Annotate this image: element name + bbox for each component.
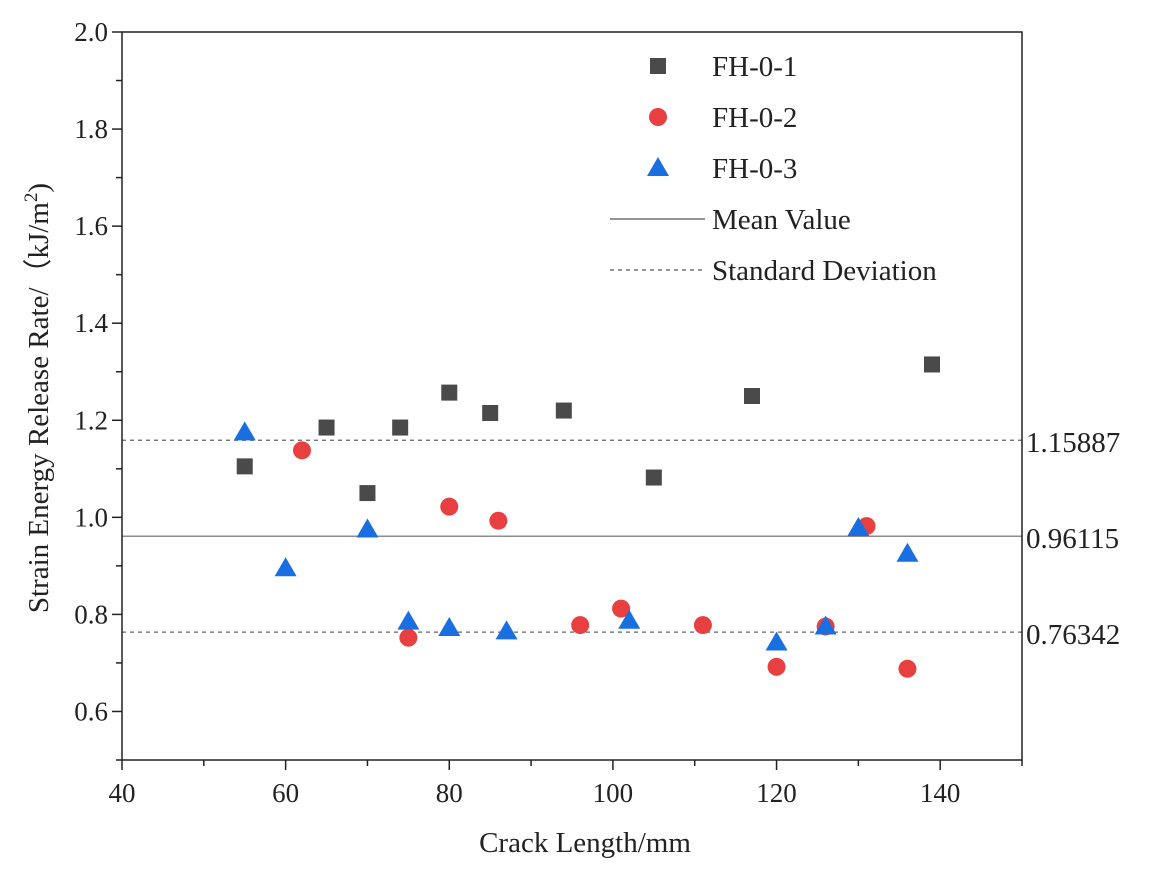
data-point-fh-0-1 xyxy=(744,388,760,404)
reference-line-label: 0.76342 xyxy=(1026,619,1120,651)
y-tick-label: 0.8 xyxy=(74,599,108,629)
x-axis: 40 60 80 100 120 140 xyxy=(109,760,1023,808)
reference-line-labels: 0.96115 1.15887 0.76342 xyxy=(1026,427,1120,651)
data-point-fh-0-2 xyxy=(612,599,631,618)
y-tick-label: 2.0 xyxy=(74,17,108,47)
data-point-fh-0-2 xyxy=(489,511,508,530)
legend-label: Standard Deviation xyxy=(712,255,937,287)
y-axis-title-close: ) xyxy=(23,183,55,193)
data-point-fh-0-3 xyxy=(847,517,870,537)
x-tick-label: 60 xyxy=(272,778,299,808)
data-point-fh-0-2 xyxy=(693,616,712,635)
legend-label: FH-0-2 xyxy=(712,102,797,134)
y-tick-label: 1.6 xyxy=(74,211,108,241)
y-axis-title: Strain Energy Release Rate/（kJ/m2) xyxy=(21,183,55,613)
data-point-fh-0-1 xyxy=(359,485,376,502)
x-tick-label: 80 xyxy=(436,778,463,808)
data-point-fh-0-3 xyxy=(495,620,518,640)
data-point-fh-0-1 xyxy=(482,404,499,421)
data-point-fh-0-1 xyxy=(392,419,409,436)
legend-label: Mean Value xyxy=(712,204,851,236)
data-point-fh-0-1 xyxy=(555,402,572,419)
data-point-fh-0-1 xyxy=(318,419,335,436)
y-axis-title-main: Strain Energy Release Rate/（kJ/m xyxy=(23,202,55,613)
data-point-fh-0-3 xyxy=(438,616,461,636)
legend-label: FH-0-3 xyxy=(712,153,797,185)
reference-line-label: 0.96115 xyxy=(1026,523,1119,555)
data-point-fh-0-3 xyxy=(814,615,837,635)
data-point-fh-0-3 xyxy=(397,610,420,630)
x-tick-label: 120 xyxy=(756,778,797,808)
plot-frame xyxy=(121,31,1023,761)
data-point-fh-0-3 xyxy=(618,609,641,629)
data-point-fh-0-3 xyxy=(765,631,788,651)
x-tick-label: 140 xyxy=(920,778,961,808)
data-point-fh-0-2 xyxy=(440,497,459,516)
data-point-fh-0-3 xyxy=(896,542,919,562)
legend-label: FH-0-1 xyxy=(712,51,797,83)
data-point-fh-0-2 xyxy=(293,441,311,460)
data-point-fh-0-2 xyxy=(767,657,786,676)
data-point-fh-0-3 xyxy=(356,518,379,538)
y-axis: 0.6 0.8 1.0 1.2 1.4 1.6 1.8 2.0 xyxy=(74,17,122,761)
data-point-fh-0-2 xyxy=(571,616,590,635)
legend-item: FH-0-1 xyxy=(650,51,797,83)
legend-swatch-triangle xyxy=(647,157,669,176)
data-points xyxy=(233,356,940,678)
legend-item: Mean Value xyxy=(610,204,851,236)
x-tick-label: 100 xyxy=(593,778,634,808)
data-point-fh-0-1 xyxy=(236,458,253,475)
legend-swatch-square xyxy=(650,58,666,74)
data-point-fh-0-3 xyxy=(274,557,297,577)
x-tick-label: 40 xyxy=(109,778,136,808)
y-tick-label: 1.8 xyxy=(74,114,108,144)
data-point-fh-0-2 xyxy=(898,659,917,678)
y-tick-label: 1.2 xyxy=(74,405,108,435)
data-point-fh-0-1 xyxy=(645,469,662,486)
data-point-fh-0-2 xyxy=(399,628,418,647)
legend-item: Standard Deviation xyxy=(610,255,937,287)
y-tick-label: 1.0 xyxy=(74,502,108,532)
data-point-fh-0-1 xyxy=(924,356,940,373)
data-point-fh-0-3 xyxy=(233,421,256,441)
legend-item: FH-0-2 xyxy=(649,102,797,134)
y-axis-title-superscript: 2 xyxy=(21,193,42,203)
y-tick-label: 1.4 xyxy=(74,308,108,338)
y-tick-label: 0.6 xyxy=(74,696,108,726)
data-point-fh-0-1 xyxy=(441,384,458,401)
legend: FH-0-1 FH-0-2 FH-0-3 Mean Value Standard Dev… xyxy=(610,51,937,287)
reference-lines xyxy=(122,439,1022,633)
legend-swatch-circle xyxy=(649,108,667,126)
x-axis-title: Crack Length/mm xyxy=(479,827,691,859)
reference-line-label: 1.15887 xyxy=(1026,427,1120,459)
legend-item: FH-0-3 xyxy=(647,153,797,185)
